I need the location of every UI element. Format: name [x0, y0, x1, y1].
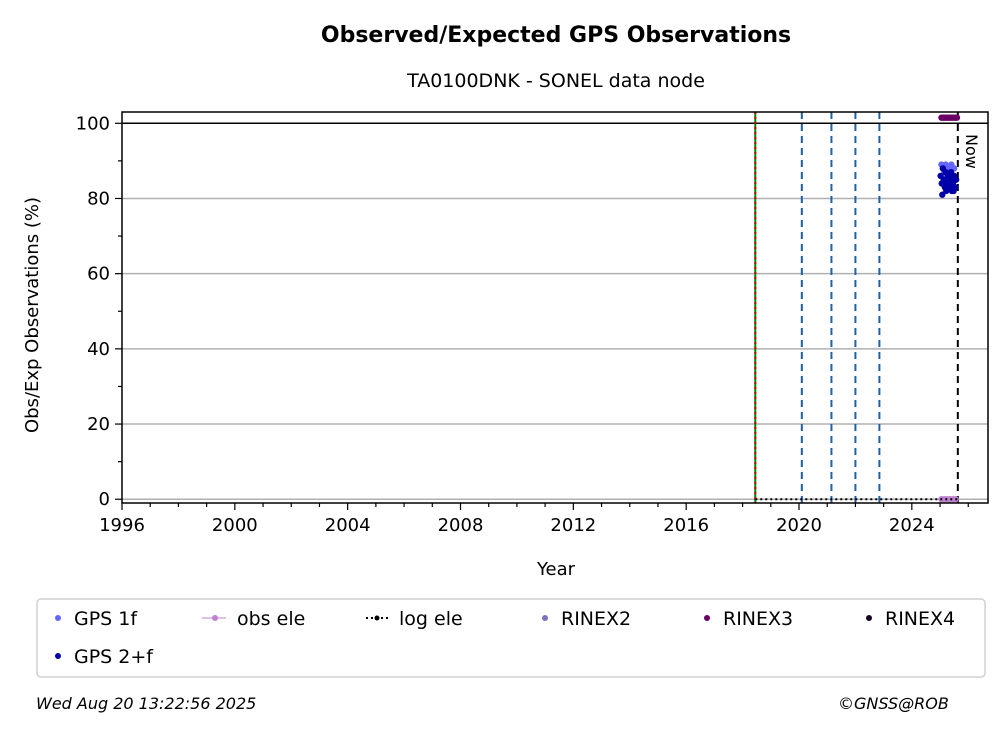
timestamp: Wed Aug 20 13:22:56 2025	[36, 694, 257, 713]
x-tick-label: 2012	[550, 515, 596, 536]
legend-item: RINEX3	[704, 608, 793, 630]
legend-item: RINEX2	[542, 608, 631, 630]
credit: ©GNSS@ROB	[838, 694, 949, 713]
legend-item: RINEX4	[866, 608, 955, 630]
x-tick-label: 1996	[99, 515, 145, 536]
x-tick-label: 2008	[438, 515, 484, 536]
legend-label: RINEX3	[723, 608, 793, 630]
y-tick-label: 40	[87, 339, 110, 360]
data-point	[943, 187, 950, 195]
legend-swatch	[212, 615, 218, 621]
x-tick-label: 2004	[325, 515, 371, 536]
legend-label: RINEX4	[885, 608, 955, 630]
legend-item: obs ele	[202, 608, 305, 630]
legend-label: GPS 1f	[74, 608, 138, 630]
x-axis-label: Year	[536, 559, 576, 580]
legend-swatch	[374, 615, 380, 621]
y-tick-label: 100	[76, 113, 110, 134]
plot-frame	[121, 111, 989, 504]
data-point	[953, 114, 961, 121]
legend-label: log ele	[399, 608, 463, 630]
legend-swatch	[55, 615, 61, 621]
y-tick-label: 80	[87, 188, 110, 209]
x-tick-label: 2000	[212, 515, 258, 536]
legend-box	[36, 598, 986, 678]
legend-swatch	[542, 615, 548, 621]
legend-swatch	[866, 615, 872, 621]
legend-label: GPS 2+f	[74, 646, 154, 668]
chart-subtitle: TA0100DNK - SONEL data node	[406, 70, 705, 92]
x-tick-label: 2016	[663, 515, 709, 536]
y-tick-label: 0	[99, 489, 110, 510]
legend-label: obs ele	[237, 608, 305, 630]
legend-item: log ele	[366, 608, 463, 630]
legend-swatch	[55, 653, 61, 659]
legend-swatch	[704, 615, 710, 621]
now-label: Now	[962, 134, 981, 169]
legend-item: GPS 2+f	[55, 646, 154, 668]
chart-title: Observed/Expected GPS Observations	[321, 23, 791, 48]
y-tick-label: 60	[87, 264, 110, 285]
x-tick-label: 2024	[889, 515, 935, 536]
x-tick-label: 2020	[776, 515, 822, 536]
y-tick-label: 20	[87, 414, 110, 435]
y-axis-label: Obs/Exp Observations (%)	[22, 197, 43, 433]
legend-item: GPS 1f	[55, 608, 138, 630]
legend-label: RINEX2	[561, 608, 631, 630]
data-point	[950, 187, 957, 195]
data-point	[952, 176, 960, 183]
data-point	[947, 180, 954, 187]
